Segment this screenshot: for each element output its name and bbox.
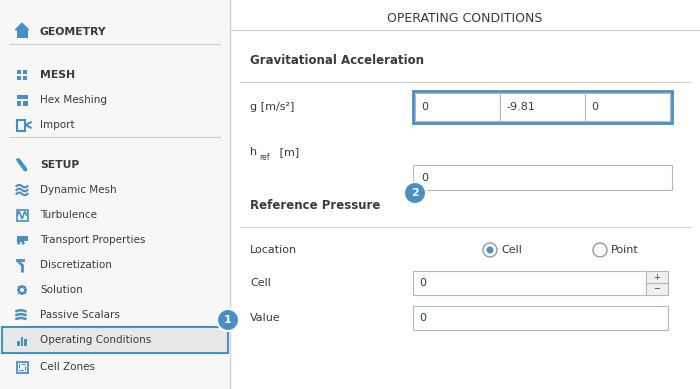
Text: Cell: Cell — [250, 278, 271, 288]
Text: OPERATING CONDITIONS: OPERATING CONDITIONS — [387, 12, 542, 25]
Bar — [22, 70, 27, 74]
Text: h: h — [250, 147, 257, 157]
Bar — [18, 286, 20, 288]
Bar — [17, 75, 22, 80]
Circle shape — [20, 288, 24, 292]
Bar — [25, 292, 27, 294]
Bar — [0, 0, 230, 389]
Text: Dynamic Mesh: Dynamic Mesh — [40, 185, 117, 195]
Bar — [500, 93, 585, 121]
Bar — [25, 339, 27, 345]
Bar — [17, 289, 18, 291]
Bar — [415, 93, 500, 121]
Text: Location: Location — [250, 245, 297, 255]
Text: Operating Conditions: Operating Conditions — [40, 335, 151, 345]
Text: 0: 0 — [421, 172, 428, 182]
Bar — [24, 236, 27, 240]
Bar — [23, 101, 27, 105]
Bar — [17, 119, 25, 130]
Bar — [19, 364, 25, 370]
Bar — [17, 30, 27, 37]
Circle shape — [18, 242, 20, 245]
Text: 0: 0 — [421, 102, 428, 112]
Text: 0: 0 — [591, 102, 598, 112]
Text: Point: Point — [611, 245, 638, 255]
Bar — [2, 327, 228, 353]
Text: Solution: Solution — [40, 285, 83, 295]
Bar — [17, 95, 27, 100]
Bar — [413, 306, 668, 330]
Circle shape — [18, 286, 27, 294]
Bar — [21, 285, 23, 286]
Bar — [17, 210, 27, 221]
Circle shape — [404, 182, 426, 204]
Bar — [25, 286, 27, 288]
Bar — [585, 93, 670, 121]
Circle shape — [22, 242, 24, 245]
Circle shape — [483, 243, 497, 257]
Bar — [26, 289, 27, 291]
Text: [m]: [m] — [276, 147, 300, 157]
Circle shape — [486, 247, 493, 254]
Text: Cell: Cell — [501, 245, 522, 255]
Text: Value: Value — [250, 313, 281, 323]
Bar — [646, 283, 668, 295]
Text: 1: 1 — [224, 315, 232, 325]
Bar — [17, 340, 20, 345]
Circle shape — [593, 243, 607, 257]
Bar — [21, 294, 23, 295]
Text: Hex Meshing: Hex Meshing — [40, 95, 107, 105]
Bar — [17, 236, 24, 242]
Bar — [413, 271, 646, 295]
Circle shape — [217, 309, 239, 331]
Text: MESH: MESH — [40, 70, 75, 80]
Text: Turbulence: Turbulence — [40, 210, 97, 220]
Text: -9.81: -9.81 — [506, 102, 535, 112]
Text: 0: 0 — [419, 278, 426, 288]
Text: 0: 0 — [419, 313, 426, 323]
Bar — [18, 292, 20, 294]
Text: Cell Zones: Cell Zones — [40, 362, 95, 372]
Text: g [m/s²]: g [m/s²] — [250, 102, 295, 112]
Bar — [17, 70, 22, 74]
Text: +: + — [654, 273, 660, 282]
Bar — [413, 91, 672, 123]
Text: Gravitational Acceleration: Gravitational Acceleration — [250, 54, 424, 67]
Bar — [230, 0, 700, 389]
Bar — [646, 271, 668, 283]
Bar — [17, 361, 27, 373]
Bar — [17, 101, 21, 105]
Text: ref: ref — [259, 152, 270, 161]
Text: Discretization: Discretization — [40, 260, 112, 270]
Text: Transport Properties: Transport Properties — [40, 235, 146, 245]
Bar — [413, 165, 672, 190]
Bar — [22, 75, 27, 80]
Text: 2: 2 — [411, 188, 419, 198]
Polygon shape — [15, 23, 29, 30]
Text: SETUP: SETUP — [40, 160, 79, 170]
Text: GEOMETRY: GEOMETRY — [40, 27, 106, 37]
Text: Reference Pressure: Reference Pressure — [250, 198, 380, 212]
Text: Import: Import — [40, 120, 75, 130]
Text: Passive Scalars: Passive Scalars — [40, 310, 120, 320]
Text: −: − — [654, 284, 661, 293]
Bar — [21, 337, 23, 345]
